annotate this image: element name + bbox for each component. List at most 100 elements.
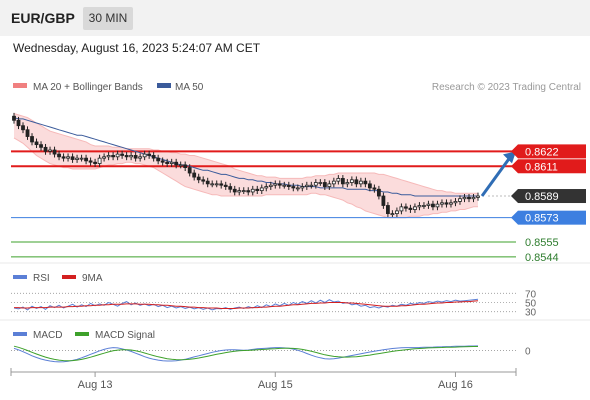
credit-text: Research © 2023 Trading Central	[432, 82, 581, 93]
candle-body	[21, 125, 25, 131]
candle-body	[169, 161, 174, 164]
legend-swatch-9ma	[62, 275, 76, 279]
projection-arrow-shaft	[480, 156, 512, 197]
candle-body	[435, 203, 440, 208]
resistance-tag-pointer	[511, 159, 518, 174]
candle-body	[273, 183, 278, 186]
timeframe-badge[interactable]: 30 MIN	[83, 7, 133, 30]
legend-swatch-rsi	[13, 275, 27, 279]
symbol-title: EUR/GBP	[11, 10, 75, 26]
macd-line	[13, 345, 479, 363]
candle-body	[61, 156, 66, 159]
legend-label-macd-signal: MACD Signal	[95, 330, 155, 341]
candle-body	[106, 155, 111, 158]
candle-body	[431, 203, 435, 208]
candle-body	[471, 196, 476, 200]
candle-body	[115, 153, 120, 158]
candle-body	[417, 205, 422, 208]
candle-body	[255, 188, 260, 192]
candle-body	[147, 153, 152, 156]
candle-body	[129, 155, 134, 158]
legend-label-rsi: RSI	[33, 273, 50, 284]
candle-body	[340, 178, 345, 185]
candle-body	[444, 202, 449, 205]
candle-body	[467, 196, 471, 200]
candle-body	[43, 146, 48, 152]
candle-body	[327, 183, 332, 187]
candle-body	[322, 182, 327, 187]
candle-body	[34, 141, 39, 146]
legend-label-9ma: 9MA	[82, 273, 103, 284]
candle-body	[349, 179, 354, 183]
candle-body	[376, 188, 381, 197]
candle-body	[187, 167, 192, 174]
candle-body	[102, 156, 106, 159]
candle-body	[111, 155, 116, 158]
candle-body	[282, 184, 287, 187]
candle-body	[277, 183, 282, 186]
bollinger-fill	[14, 113, 478, 218]
candle-body	[48, 149, 52, 152]
candle-body	[16, 119, 21, 127]
candle-body	[246, 190, 251, 193]
candle-body	[426, 203, 431, 206]
candle-body	[232, 188, 237, 193]
legend-label-ma50: MA 50	[175, 82, 204, 93]
candle-body	[223, 184, 228, 187]
candle-body	[286, 184, 291, 187]
candle-body	[214, 183, 219, 186]
target-level-label: 0.8555	[525, 237, 559, 249]
last-tag-label: 0.8589	[525, 191, 559, 203]
candle-body	[291, 186, 296, 189]
x-axis-tick-label: Aug 16	[438, 379, 473, 391]
rsi-tick-label: 30	[525, 308, 537, 319]
candle-body	[404, 206, 408, 209]
candle-body	[201, 179, 206, 182]
candle-body	[70, 156, 75, 160]
candle-body	[313, 182, 318, 186]
candle-body	[205, 180, 210, 185]
candle-body	[390, 213, 395, 216]
support-tag-label: 0.8573	[525, 213, 559, 225]
timestamp: Wednesday, August 16, 2023 5:24:07 AM CE…	[13, 41, 261, 55]
candle-body	[476, 195, 480, 198]
candle-body	[12, 115, 16, 121]
bollinger-upper	[13, 113, 478, 194]
moving-averages	[13, 117, 478, 197]
last-tag	[518, 189, 586, 204]
candle-body	[30, 136, 34, 143]
resistance-tag-pointer	[511, 144, 518, 159]
candle-body	[354, 179, 359, 185]
candle-body	[142, 153, 147, 158]
candle-body	[300, 186, 305, 189]
candle-body	[75, 157, 79, 160]
candle-body	[219, 183, 224, 186]
candle-body	[422, 205, 426, 207]
candle-body	[79, 157, 84, 160]
candle-body	[228, 186, 233, 190]
candle-body	[413, 206, 417, 210]
level-tags: 0.8622 0.8611 0.8589 0.8573 0.8555 0.8544	[511, 144, 586, 264]
candle-body	[250, 188, 255, 193]
legend-label-ma20: MA 20 + Bollinger Bands	[33, 82, 143, 93]
macd-signal-line	[13, 345, 478, 362]
resistance-tag-label: 0.8611	[525, 161, 558, 173]
candle-body	[462, 196, 467, 200]
rsi-legend: RSI 9MA	[13, 273, 103, 284]
x-axis: Aug 13 Aug 15 Aug 16	[10, 368, 517, 391]
candle-body	[241, 190, 246, 193]
resistance-tag	[518, 159, 586, 174]
candle-body	[138, 156, 143, 159]
support-tag	[518, 210, 586, 225]
candle-body	[120, 153, 125, 156]
candle-body	[304, 184, 309, 187]
legend-swatch-macd	[13, 332, 27, 336]
legend-label-macd: MACD	[33, 330, 62, 341]
candle-body	[372, 187, 377, 190]
candle-body	[178, 164, 183, 167]
candle-body	[399, 206, 404, 212]
last-tag-pointer	[511, 189, 518, 204]
macd-tick-label: 0	[525, 347, 531, 358]
support-tag-pointer	[511, 210, 518, 225]
